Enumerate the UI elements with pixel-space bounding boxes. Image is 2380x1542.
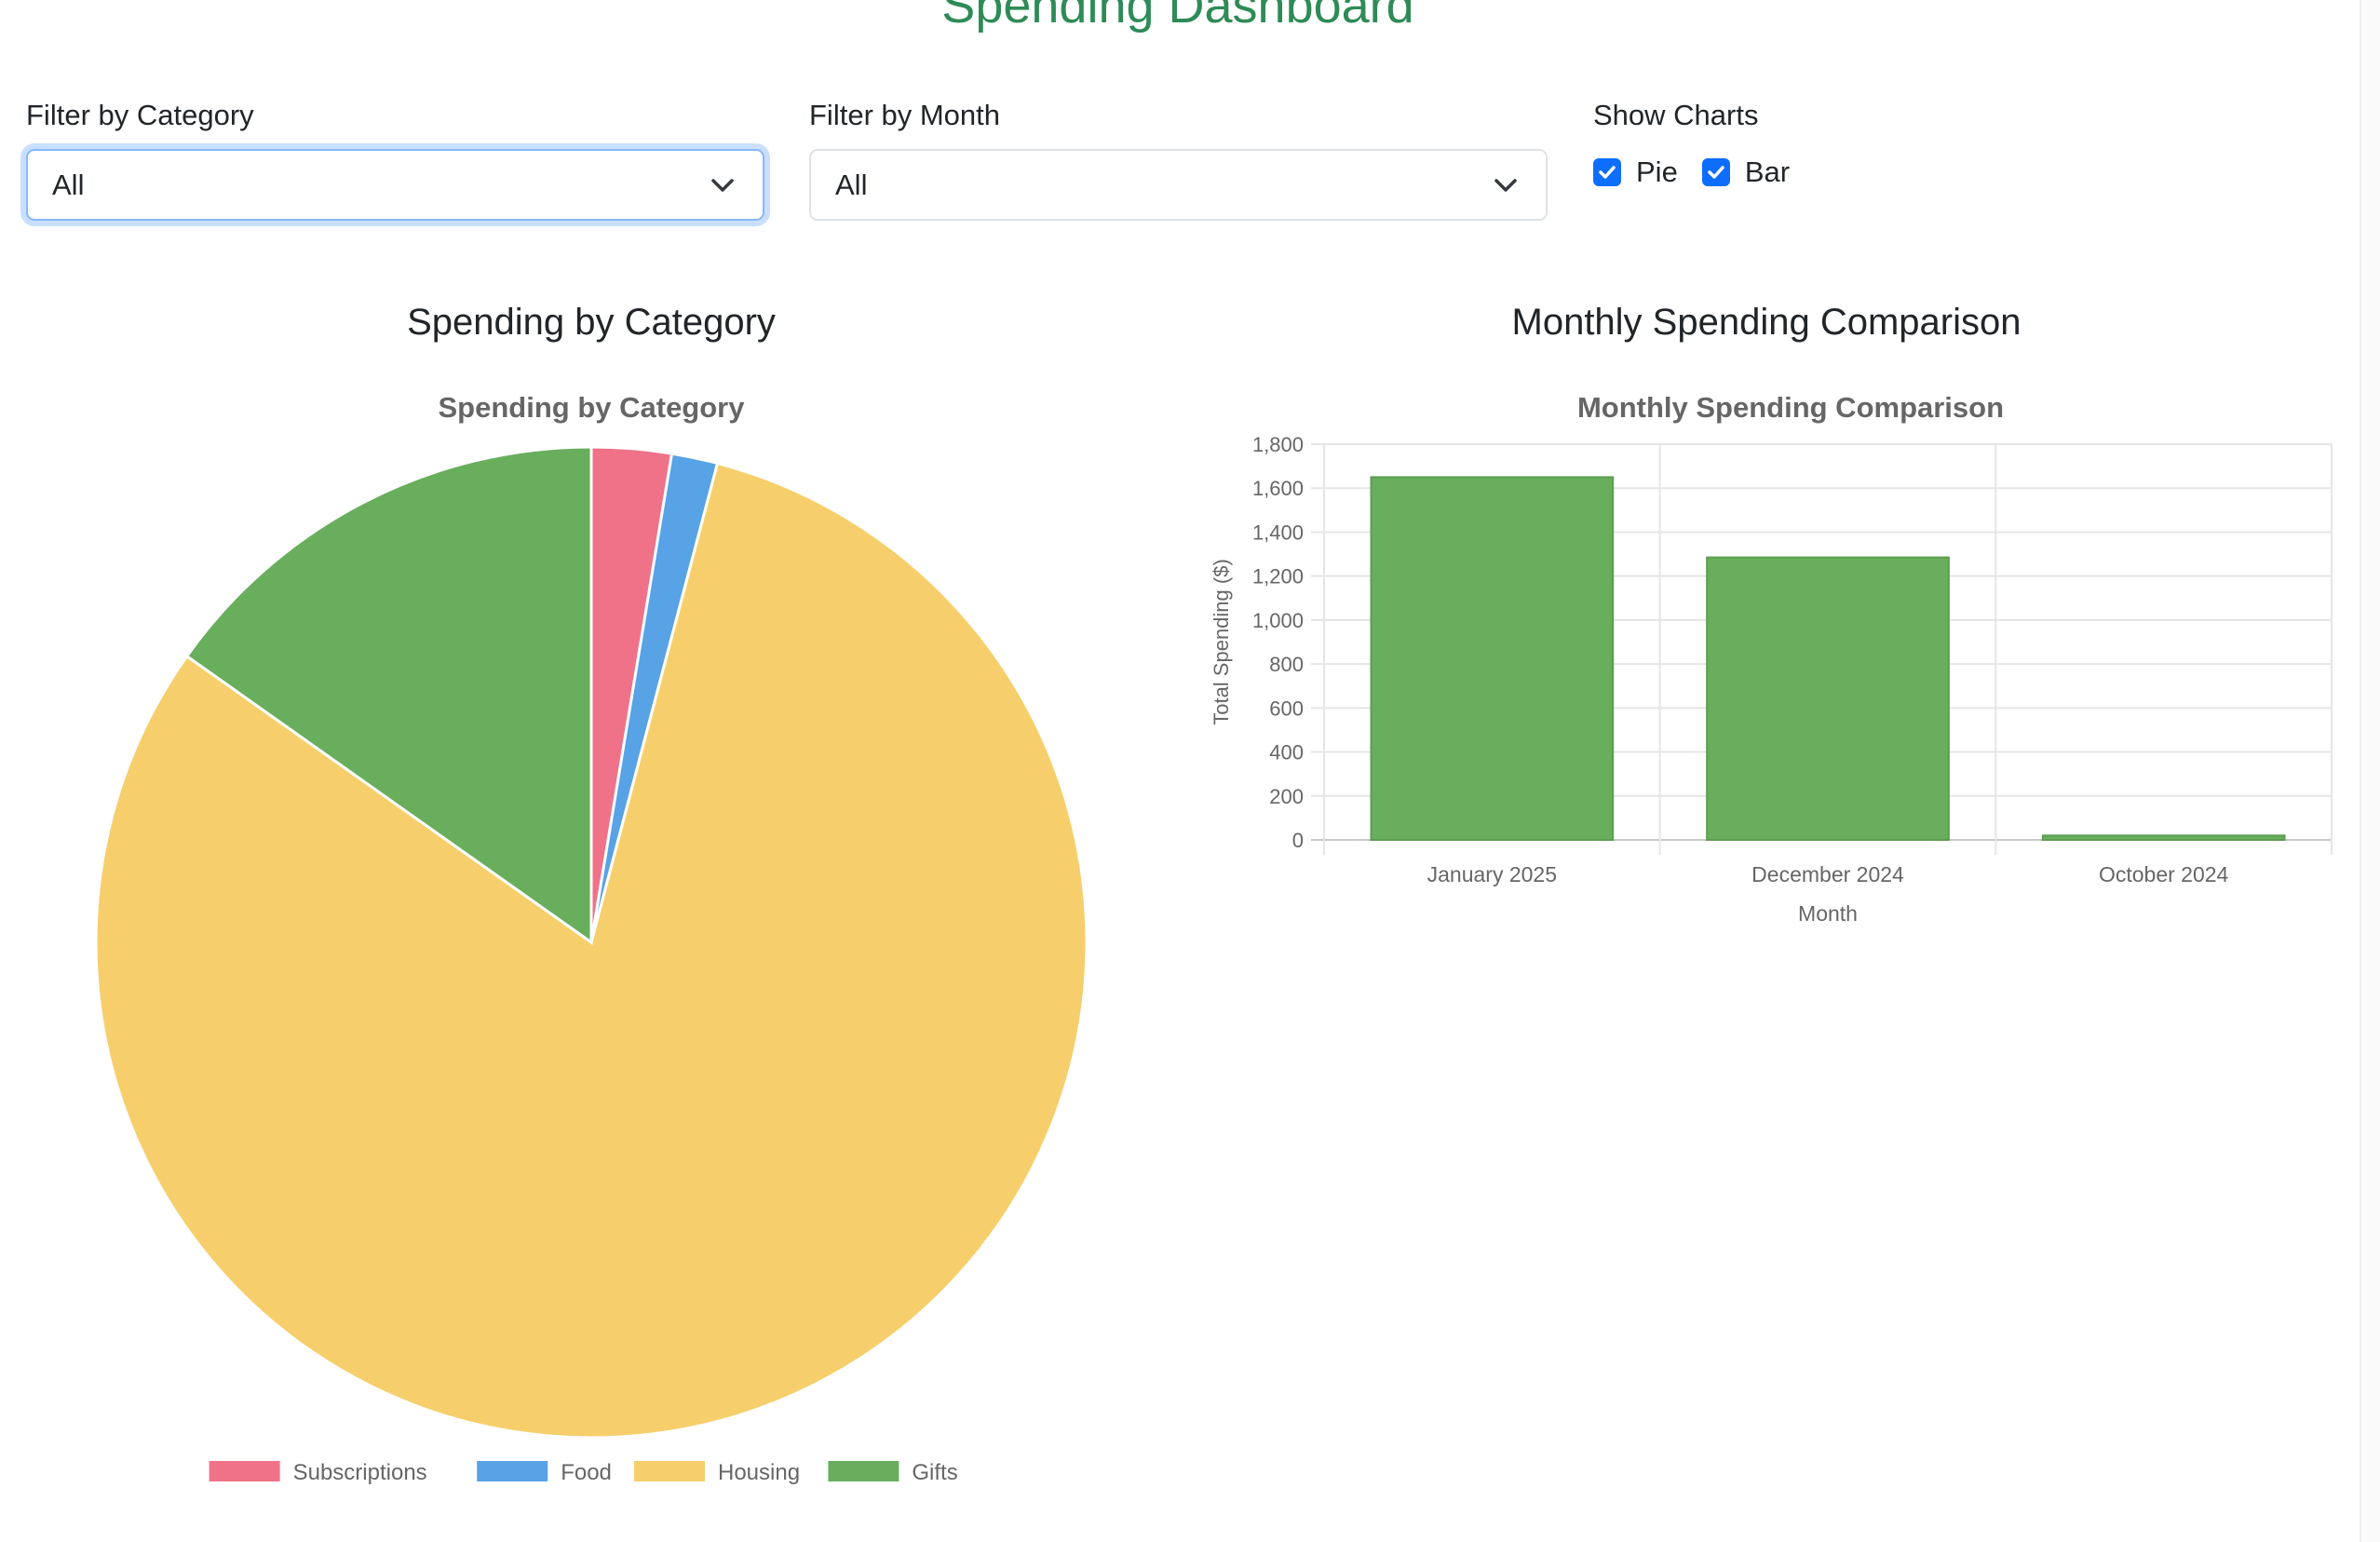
month-filter-label: Filter by Month [809, 99, 1001, 131]
bar-chart-title: Monthly Spending Comparison [1577, 391, 2004, 424]
category-select-value: All [52, 169, 85, 201]
y-axis-label: Total Spending ($) [1210, 559, 1233, 725]
legend-label: Housing [718, 1460, 800, 1485]
pie-slice-gifts [184, 445, 593, 945]
y-tick-label: 800 [1269, 653, 1304, 676]
pie-checkbox-label[interactable]: Pie [1636, 156, 1678, 188]
y-tick-label: 1,400 [1252, 521, 1304, 544]
legend-swatch [209, 1461, 280, 1481]
y-tick-label: 1,200 [1252, 565, 1304, 588]
y-tick-label: 0 [1292, 829, 1304, 852]
y-tick-label: 400 [1269, 741, 1304, 764]
y-tick-label: 1,600 [1252, 477, 1304, 500]
y-tick-label: 200 [1269, 785, 1304, 808]
bar-checkbox[interactable] [1701, 158, 1730, 186]
month-select[interactable]: All [809, 149, 1548, 221]
pie-section-heading: Spending by Category [407, 302, 776, 343]
page-title: Spending Dashboard [941, 0, 1414, 34]
bar-section-heading: Monthly Spending Comparison [1511, 302, 2022, 343]
show-charts-group: Show Charts Pie Bar [1593, 95, 1814, 196]
legend-label: Food [561, 1460, 612, 1485]
bar-december-2024 [1706, 556, 1950, 841]
category-select[interactable]: All [26, 149, 764, 221]
x-axis-label: Month [1798, 901, 1858, 926]
category-filter-group: Filter by Category All [26, 95, 764, 221]
legend-label: Subscriptions [293, 1460, 427, 1485]
legend-swatch [477, 1461, 548, 1481]
y-tick-label: 1,800 [1252, 433, 1304, 456]
legend-item-housing: Housing [634, 1460, 800, 1485]
page-scrollbar[interactable] [2360, 0, 2380, 1542]
pie-chart-title: Spending by Category [439, 391, 746, 424]
bar-january-2025 [1370, 476, 1615, 842]
pie-slice-housing [94, 461, 1089, 1440]
pie-checkbox[interactable] [1593, 158, 1621, 186]
pie-chart: Spending by Category Subscriptions Food Hou… [94, 391, 1089, 1485]
bar-chart: Monthly Spending Comparison 0 200 400 600 800… [1210, 391, 2333, 926]
legend-item-food: Food [477, 1460, 612, 1485]
x-tick-label: October 2024 [2099, 862, 2229, 886]
legend-swatch [828, 1461, 899, 1481]
show-charts-label: Show Charts [1593, 99, 1759, 131]
y-tick-label: 1,000 [1252, 609, 1304, 632]
legend-item-subscriptions: Subscriptions [209, 1460, 427, 1485]
checkmark-icon [1599, 166, 1616, 179]
month-select-value: All [835, 169, 868, 201]
x-tick-label: January 2025 [1427, 862, 1557, 886]
category-filter-label: Filter by Category [26, 99, 254, 131]
legend-label: Gifts [912, 1460, 957, 1485]
chevron-down-icon [1494, 179, 1517, 192]
checkmark-icon [1708, 166, 1724, 179]
x-tick-label: December 2024 [1751, 862, 1904, 886]
bar-checkbox-label[interactable]: Bar [1744, 156, 1791, 188]
month-filter-group: Filter by Month All [809, 95, 1548, 221]
legend-swatch [634, 1461, 705, 1481]
chevron-down-icon [711, 179, 734, 192]
bar-october-2024 [2041, 834, 2286, 841]
y-tick-label: 600 [1269, 697, 1304, 720]
chart-toggle-row: Pie Bar [1593, 149, 1814, 196]
legend-item-gifts: Gifts [828, 1460, 958, 1485]
